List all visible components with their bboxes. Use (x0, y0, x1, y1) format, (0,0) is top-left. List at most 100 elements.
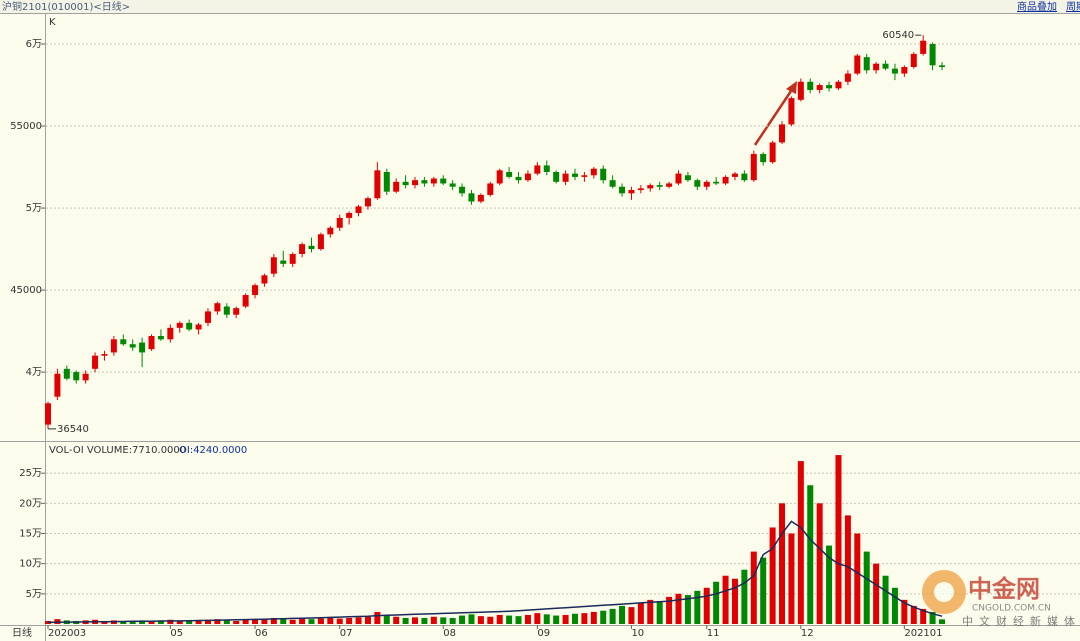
candle-body (816, 85, 823, 90)
volume-bar (101, 620, 108, 624)
max-label: 60540 (882, 30, 914, 41)
candle-body (214, 303, 221, 312)
candle-body (308, 245, 315, 250)
volume-bar (920, 608, 927, 624)
volume-bar (129, 621, 136, 624)
candle-body (63, 368, 70, 379)
volume-bar (459, 615, 466, 624)
candle-body (186, 322, 193, 330)
volume-bar (666, 596, 673, 624)
candle-body (440, 178, 447, 184)
volume-bar (779, 503, 786, 624)
candle-body (637, 188, 644, 191)
candle-body (920, 40, 927, 54)
x-tick-label: 10 (631, 628, 644, 639)
candle-body (524, 173, 531, 181)
candle-body (412, 180, 419, 186)
volume-bar (449, 617, 456, 624)
volume-bar (214, 619, 221, 624)
volume-bar (383, 614, 390, 624)
toolbar-link[interactable]: 商品叠加 (1017, 0, 1057, 13)
candle-body (346, 212, 353, 218)
volume-bar (336, 618, 343, 624)
volume-bar (609, 608, 616, 624)
x-tick-label: 07 (340, 628, 353, 639)
y-tick-label: 45000 (10, 285, 42, 296)
candle-body (656, 185, 663, 187)
volume-bar (280, 619, 287, 624)
y-tick-label: 20万 (19, 498, 42, 509)
volume-bar (647, 599, 654, 624)
candle-body (807, 81, 814, 90)
volume-bar (637, 602, 644, 624)
volume-bar (901, 599, 908, 624)
volume-bar (440, 617, 447, 624)
x-axis-label: 日线 (12, 626, 32, 639)
y-tick-label: 5万 (26, 203, 42, 214)
candle-body (939, 65, 945, 67)
candle-body (722, 176, 729, 184)
candle-body (374, 170, 381, 199)
volume-bar (703, 587, 710, 624)
candle-body (619, 186, 626, 194)
volume-bar (270, 617, 277, 624)
candle-body (477, 194, 484, 202)
candle-body (195, 324, 202, 330)
candle-body (534, 165, 541, 174)
candle-body (364, 198, 371, 207)
volume-bar (891, 587, 898, 624)
volume-bar (487, 616, 494, 624)
candle-body (167, 327, 174, 340)
candle-body (252, 285, 259, 296)
candle-body (581, 175, 588, 177)
volume-bar (242, 619, 249, 624)
candle-body (788, 98, 795, 125)
volume-bar (826, 545, 833, 624)
candle-body (336, 217, 343, 228)
toolbar-link[interactable]: 周期 (1066, 1, 1080, 13)
trend-arrowhead (786, 81, 797, 94)
volume-bar (204, 619, 211, 624)
x-tick-label: 11 (707, 628, 720, 639)
x-tick-label: 202101 (904, 628, 942, 639)
candle-body (45, 403, 51, 425)
volume-bar (186, 620, 193, 624)
candle-body (289, 253, 296, 264)
volume-bar (816, 503, 823, 624)
volume-bar (148, 620, 155, 624)
candle-body (901, 66, 908, 74)
min-label: 36540 (57, 424, 89, 435)
candle-body (797, 81, 804, 100)
candle-body (713, 181, 720, 184)
candle-body (882, 63, 889, 69)
candle-body (910, 53, 917, 67)
oi-line (48, 520, 943, 623)
volume-bar (176, 620, 183, 624)
watermark-brand: 中金网 (968, 575, 1040, 603)
volume-bar (731, 578, 738, 624)
volume-bar (223, 620, 230, 624)
volume-bar (515, 616, 522, 624)
volume-bar (393, 616, 400, 624)
candle-body (327, 227, 334, 235)
volume-bar (195, 620, 202, 624)
volume-bar (581, 613, 588, 624)
watermark-slogan: 中文财经新媒体 (962, 614, 1080, 628)
y-tick-label: 15万 (19, 529, 42, 540)
candle-body (139, 342, 146, 353)
y-tick-label: 6万 (26, 39, 42, 50)
title-bar (0, 0, 1080, 13)
candle-body (120, 339, 127, 345)
x-tick-label: 08 (443, 628, 456, 639)
volume-bar (167, 619, 174, 624)
candle-body (675, 173, 682, 184)
candle-body (176, 322, 183, 328)
x-tick-label: 12 (801, 628, 814, 639)
volume-bar (590, 611, 597, 624)
candle-body (684, 175, 691, 181)
candle-body (666, 183, 673, 187)
candle-body (647, 185, 654, 189)
volume-bar (628, 607, 635, 624)
